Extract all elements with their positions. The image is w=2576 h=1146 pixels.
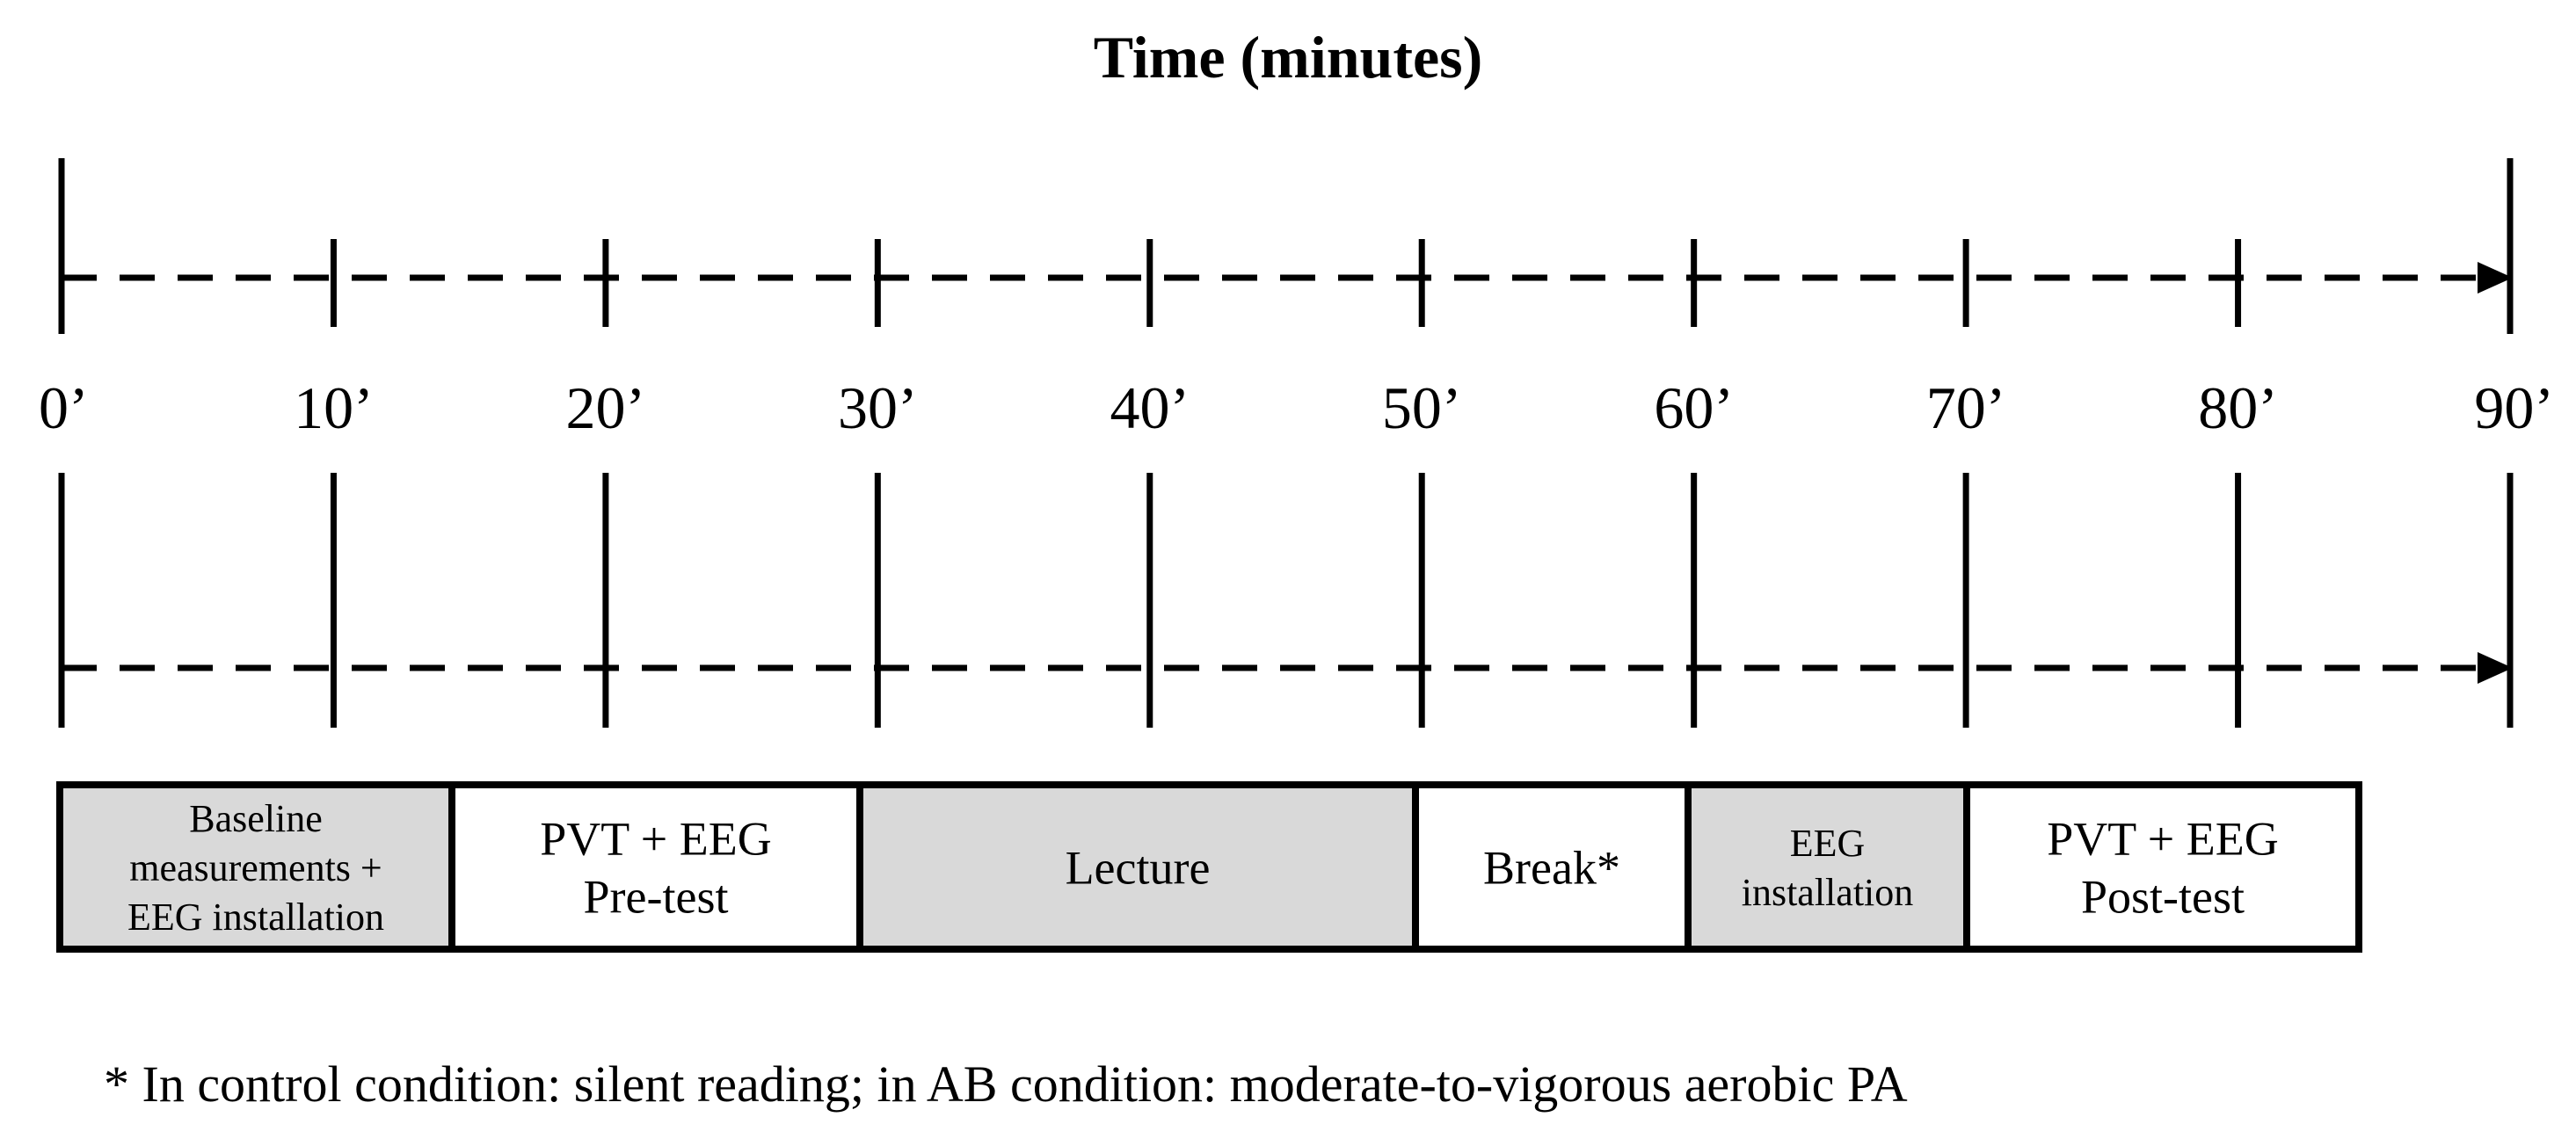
phase-label-lecture-line-1: Lecture <box>1066 841 1211 894</box>
tick-label-80: 80’ <box>2198 374 2278 441</box>
phase-eeg-installation: EEG installation <box>1685 781 1970 953</box>
lower-timeline-arrowhead <box>2478 652 2513 684</box>
phase-label-break-line-1: Break* <box>1483 841 1620 894</box>
phase-lecture: Lecture <box>856 781 1419 953</box>
phase-label-pvt-pre-line-2: Pre-test <box>584 870 729 923</box>
diagram-title: Time (minutes) <box>1094 24 1483 91</box>
upper-timeline-ticks <box>58 158 2514 334</box>
upper-timeline-arrowhead <box>2478 262 2513 294</box>
tick-label-0: 0’ <box>39 374 89 441</box>
phase-label-baseline-line-3: EEG installation <box>127 896 384 939</box>
phase-box-baseline <box>56 781 455 953</box>
phase-label-pvt-post-line-2: Post-test <box>2081 870 2245 923</box>
tick-label-10: 10’ <box>294 374 374 441</box>
tick-label-60: 60’ <box>1654 374 1734 441</box>
upper-timeline <box>58 158 2514 334</box>
phase-box-eeg-installation <box>1685 781 1970 953</box>
phase-box-lecture <box>856 781 1419 953</box>
tick-label-30: 30’ <box>838 374 918 441</box>
phase-label-pvt-pre-line-1: PVT + EEG <box>540 812 771 865</box>
phase-box-pvt-pre <box>448 781 863 953</box>
phase-label-eeg-installation-line-1: EEG <box>1790 822 1866 865</box>
phase-box-pvt-post <box>1963 781 2362 953</box>
tick-label-20: 20’ <box>566 374 646 441</box>
phase-box-break <box>1412 781 1692 953</box>
phase-baseline: Baseline measurements + EEG installation <box>56 781 455 953</box>
tick-label-70: 70’ <box>1926 374 2006 441</box>
lower-timeline-ticks <box>58 473 2514 728</box>
tick-labels: 0’ 10’ 20’ 30’ 40’ 50’ 60’ 70’ 80’ 90’ <box>39 374 2554 441</box>
phase-label-baseline-line-1: Baseline <box>189 797 323 840</box>
phase-break: Break* <box>1412 781 1692 953</box>
phase-label-pvt-post-line-1: PVT + EEG <box>2047 812 2278 865</box>
lower-timeline <box>58 473 2514 728</box>
tick-label-40: 40’ <box>1110 374 1190 441</box>
tick-label-90: 90’ <box>2474 374 2554 441</box>
phase-label-baseline-line-2: measurements + <box>129 846 382 889</box>
tick-label-50: 50’ <box>1382 374 1462 441</box>
footnote: * In control condition: silent reading; … <box>104 1055 1908 1113</box>
phase-label-eeg-installation-line-2: installation <box>1742 871 1914 914</box>
